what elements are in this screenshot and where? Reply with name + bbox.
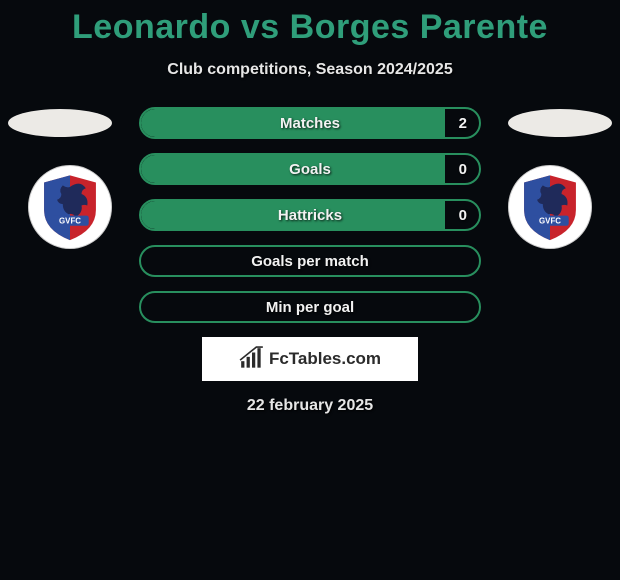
brand-text: FcTables.com (269, 349, 381, 369)
player-ellipse-left (8, 109, 112, 137)
crest-icon: GVFC (514, 171, 586, 243)
stat-row-goals-per-match: Goals per match (139, 245, 481, 277)
stat-row-goals: Goals 0 (139, 153, 481, 185)
crest-icon: GVFC (34, 171, 106, 243)
stat-value: 0 (459, 161, 467, 178)
stat-row-hattricks: Hattricks 0 (139, 199, 481, 231)
club-logo-left: GVFC (28, 165, 112, 249)
crest-banner-text: GVFC (59, 217, 81, 226)
date-text: 22 february 2025 (0, 397, 620, 415)
stat-label: Hattricks (141, 207, 479, 224)
stat-rows: Matches 2 Goals 0 Hattricks 0 Goals per … (139, 107, 481, 323)
stat-value: 2 (459, 115, 467, 132)
bar-chart-icon (239, 346, 265, 372)
player-ellipse-right (508, 109, 612, 137)
stat-value: 0 (459, 207, 467, 224)
page-title: Leonardo vs Borges Parente (0, 0, 620, 47)
stats-area: GVFC GVFC Matches 2 Goals 0 Hattricks 0 (0, 107, 620, 415)
crest-banner-text: GVFC (539, 217, 561, 226)
stat-label: Goals per match (141, 253, 479, 270)
stat-label: Goals (141, 161, 479, 178)
brand-box: FcTables.com (202, 337, 418, 381)
stat-label: Matches (141, 115, 479, 132)
stat-label: Min per goal (141, 299, 479, 316)
club-logo-right: GVFC (508, 165, 592, 249)
subtitle: Club competitions, Season 2024/2025 (0, 61, 620, 79)
stat-row-matches: Matches 2 (139, 107, 481, 139)
stat-row-min-per-goal: Min per goal (139, 291, 481, 323)
